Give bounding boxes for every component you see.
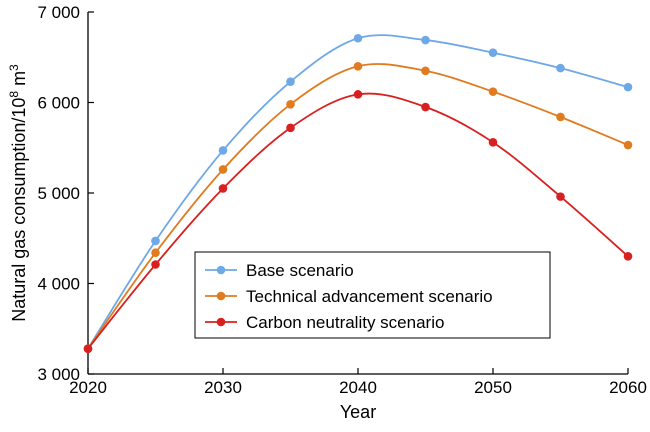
x-tick-label: 2050 xyxy=(474,378,512,397)
series-layer xyxy=(83,33,633,353)
legend-swatch-marker xyxy=(216,291,226,301)
data-point xyxy=(151,248,160,258)
data-point xyxy=(488,138,498,147)
y-ticks: 3 000 4 000 5 000 6 000 7 000 xyxy=(37,3,94,384)
legend-label: Technical advancement scenario xyxy=(246,287,493,306)
series-line xyxy=(87,63,629,350)
y-tick-label: 7 000 xyxy=(37,3,80,22)
data-point xyxy=(83,344,93,353)
data-point xyxy=(286,100,295,109)
y-axis-title-unit-exponent: 3 xyxy=(7,64,21,71)
x-tick-label: 2030 xyxy=(204,378,242,397)
series-1 xyxy=(83,33,633,353)
data-point xyxy=(353,62,363,71)
data-point xyxy=(286,123,295,133)
y-tick-label: 3 000 xyxy=(37,365,80,384)
data-point xyxy=(421,66,430,76)
data-point xyxy=(218,184,228,193)
x-tick-label: 2040 xyxy=(339,378,377,397)
data-point xyxy=(556,112,565,122)
data-point xyxy=(353,90,363,99)
data-point xyxy=(151,236,160,246)
data-point xyxy=(353,33,363,43)
data-point xyxy=(556,192,565,201)
data-point xyxy=(623,82,633,92)
y-tick-label: 4 000 xyxy=(37,275,80,294)
y-tick-label: 6 000 xyxy=(37,94,80,113)
y-axis-title-main: Natural gas consumption/10 xyxy=(9,98,29,322)
x-tick-label: 2060 xyxy=(609,378,647,397)
data-point xyxy=(421,35,430,45)
x-ticks: 2020 2030 2040 2050 2060 xyxy=(69,368,647,397)
data-point xyxy=(556,63,565,73)
data-point xyxy=(421,102,430,112)
data-point xyxy=(623,140,633,150)
y-axis-title-exponent: 8 xyxy=(7,91,21,98)
data-point xyxy=(151,260,160,269)
series-3 xyxy=(83,90,633,353)
y-tick-label: 5 000 xyxy=(37,184,80,203)
legend-label: Base scenario xyxy=(246,261,354,280)
x-axis-title: Year xyxy=(340,402,376,422)
data-point xyxy=(286,77,295,86)
data-point xyxy=(218,165,228,174)
series-2 xyxy=(83,62,633,353)
series-line xyxy=(87,34,629,350)
y-axis-title: Natural gas consumption/108 m3 xyxy=(7,64,29,322)
data-point xyxy=(488,48,498,58)
data-point xyxy=(218,146,228,155)
data-point xyxy=(488,87,498,96)
data-point xyxy=(623,252,633,261)
legend-swatch-marker xyxy=(216,265,226,275)
legend-label: Carbon neutrality scenario xyxy=(246,313,444,332)
legend-swatch-marker xyxy=(216,317,226,327)
x-tick-label: 2020 xyxy=(69,378,107,397)
legend-box xyxy=(194,251,551,339)
legend: Base scenario Technical advancement scena… xyxy=(194,251,551,339)
y-axis-title-unit: m xyxy=(9,71,29,91)
